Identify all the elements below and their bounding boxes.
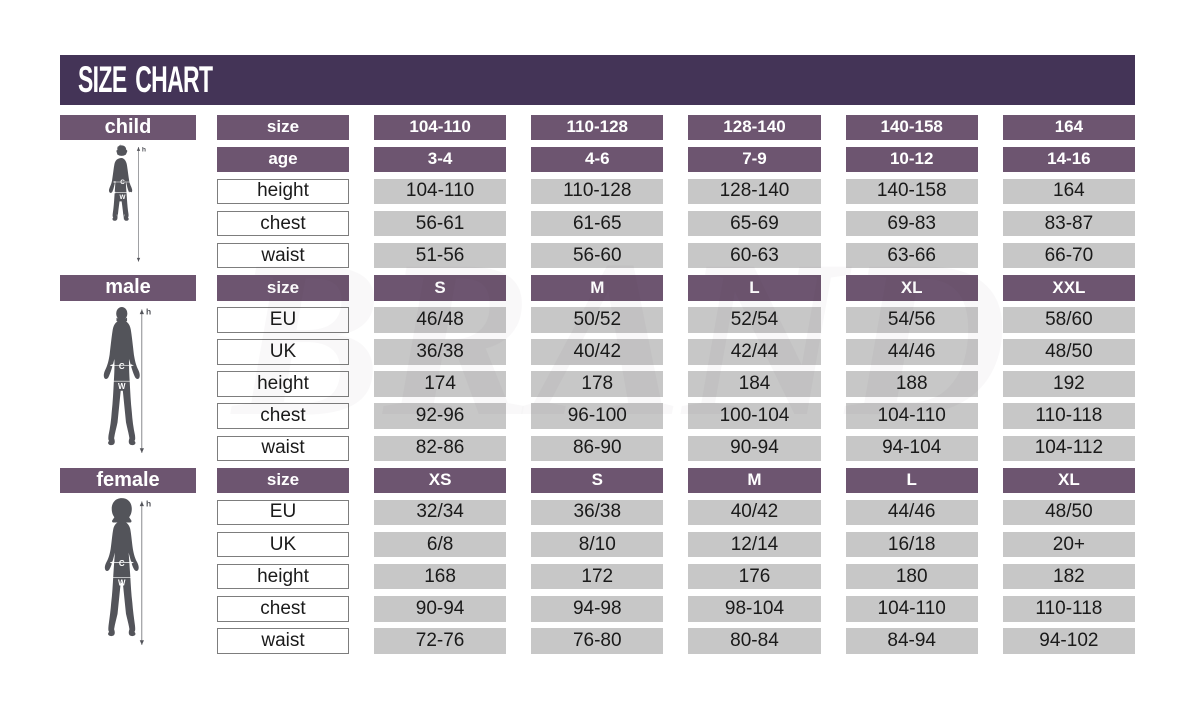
- svg-text:h: h: [146, 306, 151, 316]
- svg-text:C: C: [120, 179, 125, 186]
- svg-text:h: h: [141, 146, 145, 153]
- svg-text:W: W: [118, 578, 126, 587]
- svg-text:W: W: [118, 382, 126, 391]
- svg-text:W: W: [119, 194, 125, 201]
- svg-text:C: C: [119, 362, 125, 371]
- svg-text:h: h: [146, 499, 151, 509]
- svg-text:C: C: [119, 559, 125, 568]
